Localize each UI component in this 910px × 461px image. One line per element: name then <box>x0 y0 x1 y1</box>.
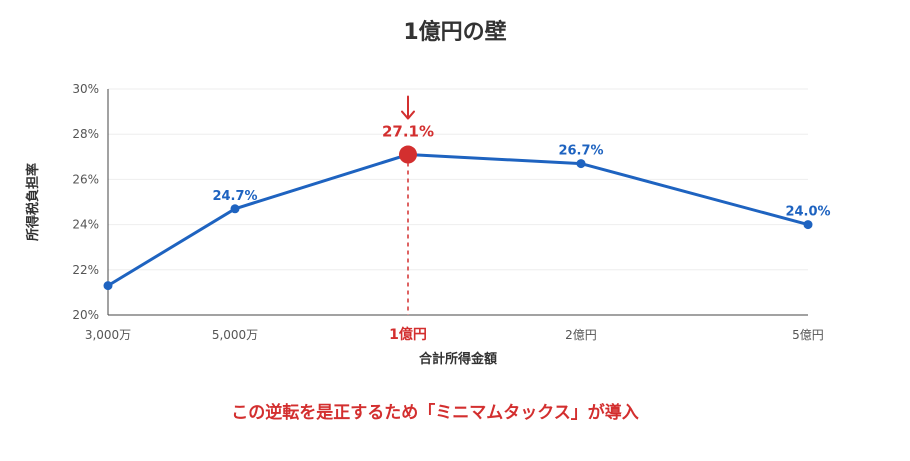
x-tick-label: 1億円 <box>389 326 427 343</box>
x-axis-title: 合計所得金額 <box>419 351 497 367</box>
series-line <box>107 153 809 287</box>
y-tick-label: 26% <box>72 172 99 186</box>
y-tick-label: 22% <box>72 263 99 277</box>
data-label: 24.0% <box>785 205 830 220</box>
data-point <box>576 159 586 169</box>
data-label: 24.7% <box>212 189 257 204</box>
data-point <box>803 220 813 230</box>
down-arrow-icon <box>401 95 415 120</box>
x-tick-label: 5,000万 <box>212 328 258 342</box>
x-tick-label: 2億円 <box>565 328 597 342</box>
x-tick-label: 3,000万 <box>85 328 131 342</box>
y-tick-label: 24% <box>72 218 99 232</box>
data-label: 27.1% <box>382 123 434 141</box>
chart-title: 1億円の壁 <box>403 20 507 45</box>
y-tick-label: 30% <box>72 82 99 96</box>
footer-note: この逆転を是正するため「ミニマムタックス」が導入 <box>231 403 639 423</box>
y-tick-label: 28% <box>72 127 99 141</box>
y-axis-title: 所得税負担率 <box>25 163 41 241</box>
x-tick-label: 5億円 <box>792 328 824 342</box>
y-tick-label: 20% <box>72 308 99 322</box>
data-label: 26.7% <box>558 144 603 159</box>
highlight-point <box>399 145 417 164</box>
data-point <box>103 281 113 291</box>
data-point <box>230 204 240 214</box>
